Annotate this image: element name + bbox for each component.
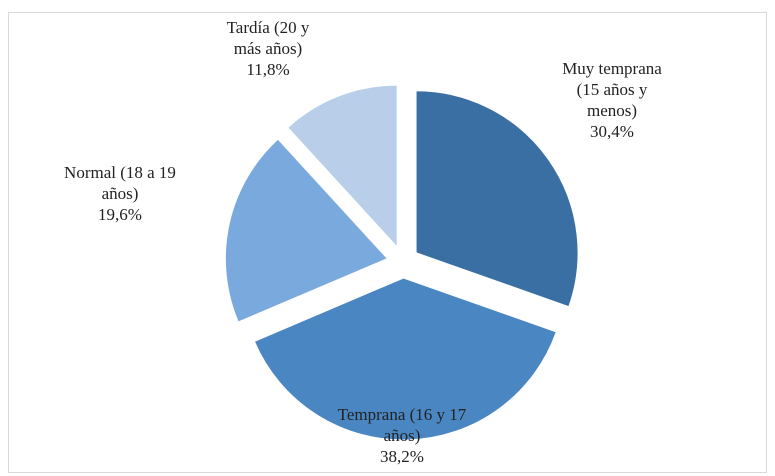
pie-slice: [415, 90, 579, 308]
value-label: 38,2%: [380, 447, 424, 466]
pie-slice: [253, 277, 557, 441]
category-label: Temprana (16 y 17 años): [337, 405, 467, 445]
value-label: 19,6%: [98, 205, 142, 224]
pie-slice: [224, 138, 389, 323]
value-label: 11,8%: [246, 60, 290, 79]
slice-label: Temprana (16 y 17 años) 38,2%: [332, 404, 472, 467]
pie-slice: [287, 84, 398, 249]
category-label: Muy temprana (15 años y menos): [562, 59, 662, 120]
slice-label: Normal (18 a 19 años) 19,6%: [55, 162, 185, 225]
category-label: Tardía (20 y más años): [226, 18, 310, 58]
value-label: 30,4%: [590, 122, 634, 141]
slice-label: Muy temprana (15 años y menos) 30,4%: [552, 58, 672, 142]
category-label: Normal (18 a 19 años): [64, 163, 176, 203]
slice-label: Tardía (20 y más años) 11,8%: [213, 17, 323, 80]
chart-frame: [8, 12, 767, 473]
